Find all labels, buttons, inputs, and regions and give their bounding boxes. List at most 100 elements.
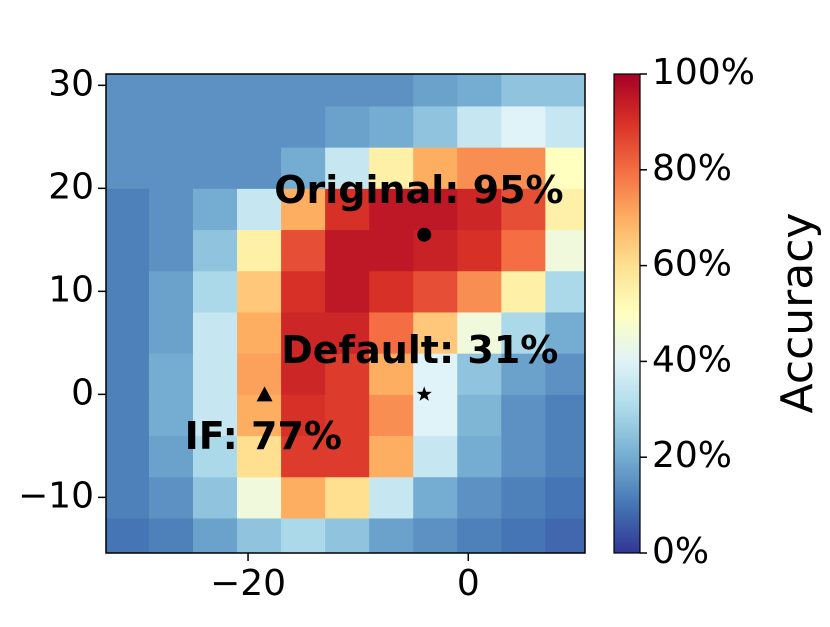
heatmap-cell [501, 270, 546, 313]
heatmap-cell [413, 394, 458, 437]
heatmap-cell [281, 311, 326, 354]
heatmap-cell [106, 147, 150, 189]
heatmap-cell [545, 517, 585, 553]
heatmap-cell [413, 270, 458, 313]
heatmap-cell [106, 270, 150, 313]
heatmap-cell [501, 105, 546, 148]
heatmap-cell [106, 435, 150, 478]
heatmap-cell [237, 74, 282, 107]
heatmap-cell [369, 270, 414, 313]
heatmap-cell [545, 353, 585, 395]
heatmap-cell [369, 394, 414, 437]
heatmap-cell [106, 311, 150, 354]
heatmap-cell [192, 435, 238, 478]
heatmap-cell [325, 353, 370, 395]
heatmap-cell [237, 311, 282, 354]
heatmap-cell [281, 270, 326, 313]
heatmap-cell [457, 270, 502, 313]
heatmap-cell [281, 476, 326, 519]
heatmap-cell [369, 311, 414, 354]
heatmap-cell [369, 74, 414, 107]
y-tick-label: 0 [71, 372, 94, 413]
heatmap-cell [457, 517, 502, 553]
heatmap-cell [325, 147, 370, 189]
annotation: Default: 31% [281, 328, 558, 372]
heatmap-cell [325, 435, 370, 478]
heatmap-cell [501, 188, 546, 231]
heatmap [106, 74, 585, 553]
heatmap-cell [237, 476, 282, 519]
heatmap-cell [457, 105, 502, 148]
heatmap-cell [148, 353, 194, 395]
heatmap-cell [369, 476, 414, 519]
heatmap-cell [413, 105, 458, 148]
marker-circle [417, 227, 432, 242]
heatmap-cell [148, 435, 194, 478]
heatmap-cell [237, 517, 282, 553]
heatmap-cell [192, 229, 238, 272]
heatmap-cell [325, 517, 370, 553]
heatmap-cell [281, 353, 326, 395]
heatmap-cell [237, 435, 282, 478]
heatmap-cell [545, 229, 585, 272]
y-tick-label: 10 [48, 269, 94, 310]
heatmap-cell [192, 74, 238, 107]
heatmap-cell [545, 74, 585, 107]
heatmap-cell [457, 353, 502, 395]
heatmap-cell [457, 74, 502, 107]
heatmap-cell [457, 147, 502, 189]
heatmap-cell [325, 74, 370, 107]
heatmap-cell [325, 476, 370, 519]
x-tick-label: −20 [210, 563, 286, 604]
heatmap-cell [148, 74, 194, 107]
heatmap-cell [545, 311, 585, 354]
heatmap-cell [281, 394, 326, 437]
heatmap-cell [545, 188, 585, 231]
heatmap-cell [148, 394, 194, 437]
heatmap-cell [413, 435, 458, 478]
heatmap-cell [237, 353, 282, 395]
heatmap-cell [148, 270, 194, 313]
heatmap-cell [501, 476, 546, 519]
colorbar [613, 73, 641, 554]
heatmap-cell [457, 476, 502, 519]
heatmap-cell [148, 229, 194, 272]
heatmap-cell [148, 188, 194, 231]
heatmap-cell [325, 229, 370, 272]
heatmap-cell [148, 517, 194, 553]
heatmap-cell [281, 435, 326, 478]
heatmap-cell [413, 517, 458, 553]
colorbar-label: Accuracy [772, 213, 823, 414]
heatmap-cell [369, 353, 414, 395]
heatmap-cell [192, 476, 238, 519]
colorbar-tick-label: 20% [652, 435, 732, 476]
heatmap-cell [545, 270, 585, 313]
heatmap-cell [106, 517, 150, 553]
heatmap-cell [281, 517, 326, 553]
colorbar-tick-label: 40% [652, 339, 732, 380]
heatmap-cell [413, 311, 458, 354]
heatmap-cell [281, 147, 326, 189]
annotation: Original: 95% [274, 168, 563, 212]
heatmap-cell [501, 517, 546, 553]
y-tick-label: −10 [18, 475, 94, 516]
heatmap-cell [237, 188, 282, 231]
heatmap-cell [106, 476, 150, 519]
heatmap-cell [325, 105, 370, 148]
heatmap-cell [369, 517, 414, 553]
heatmap-cell [501, 394, 546, 437]
heatmap-cell [325, 270, 370, 313]
x-tick-label: 0 [457, 563, 480, 604]
heatmap-cell [281, 188, 326, 231]
marker-star [416, 386, 432, 401]
y-tick-label: 30 [48, 63, 94, 104]
heatmap-cell [457, 311, 502, 354]
heatmap-cell [545, 394, 585, 437]
heatmap-cell [237, 270, 282, 313]
heatmap-cell [369, 188, 414, 231]
heatmap-cell [413, 147, 458, 189]
heatmap-cell [106, 105, 150, 148]
heatmap-cell [369, 105, 414, 148]
heatmap-cell [545, 476, 585, 519]
